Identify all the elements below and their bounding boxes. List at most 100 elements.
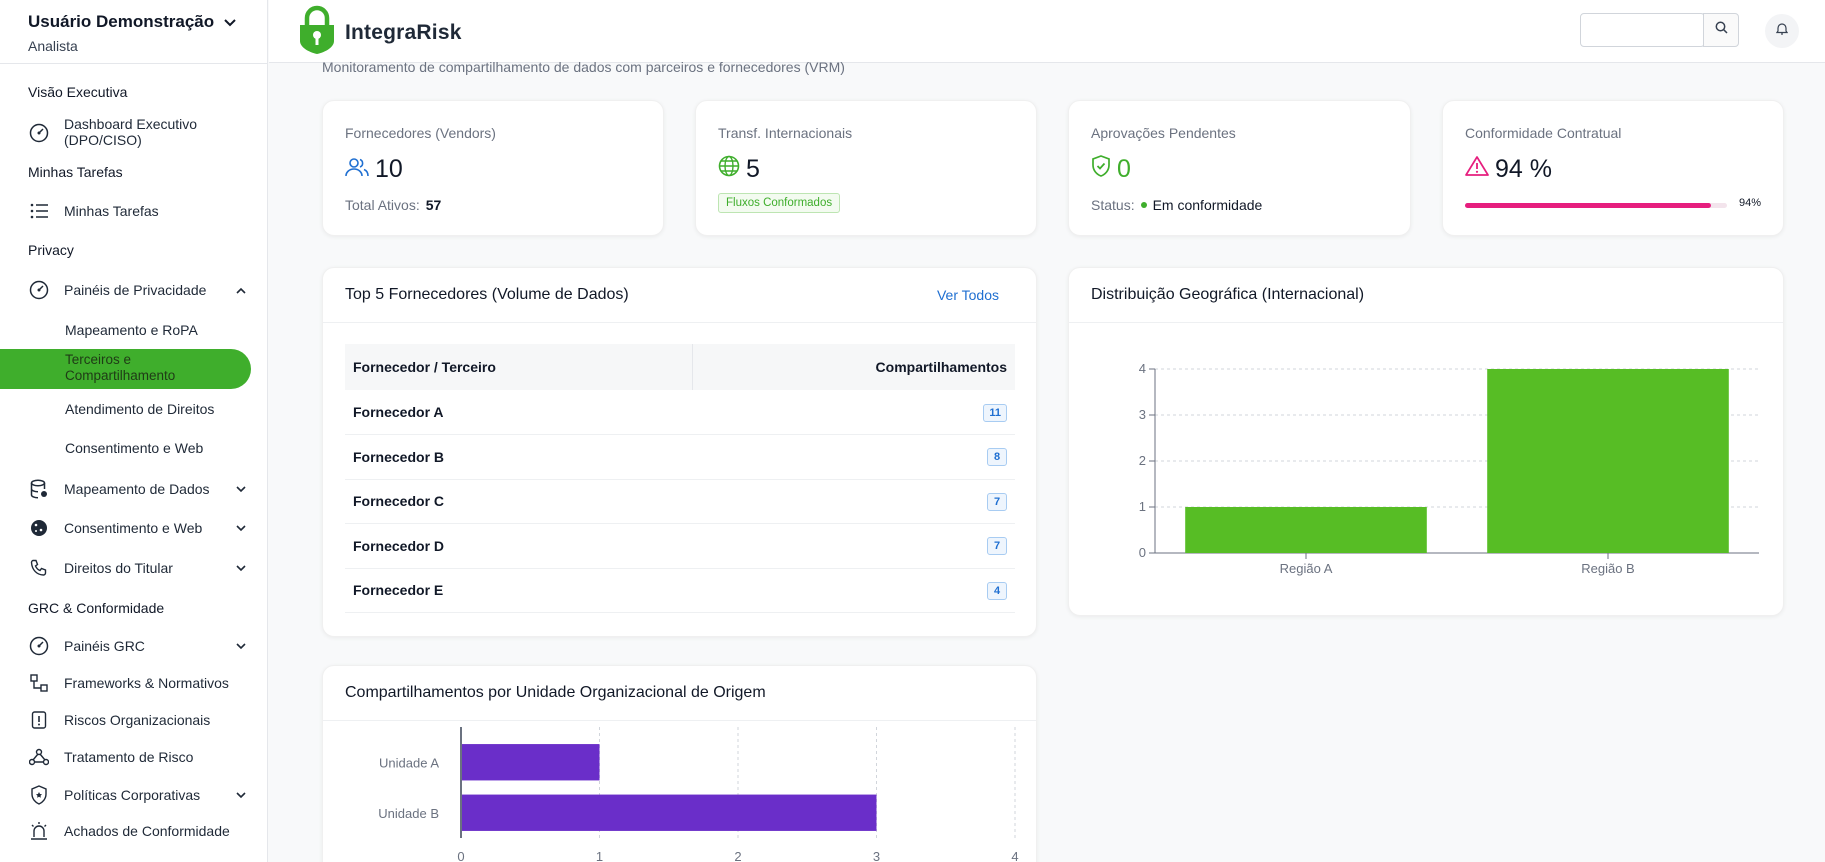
progress-fill bbox=[1465, 203, 1712, 208]
x-tick-label: 2 bbox=[734, 849, 741, 862]
notifications-button[interactable] bbox=[1765, 14, 1799, 48]
progress-label: 94% bbox=[1739, 197, 1762, 209]
user-role: Analista bbox=[28, 38, 78, 54]
gauge-icon bbox=[28, 635, 50, 657]
chevron-down-icon[interactable] bbox=[235, 562, 247, 574]
y-tick-label: 0 bbox=[1139, 545, 1146, 560]
y-tick-label: 4 bbox=[1139, 361, 1146, 376]
divider bbox=[1069, 322, 1783, 323]
x-tick-label: Região B bbox=[1581, 561, 1634, 576]
globe-icon bbox=[718, 155, 740, 184]
divider bbox=[323, 720, 1036, 721]
search-input[interactable] bbox=[1581, 14, 1701, 44]
sidebar-item-label: Direitos do Titular bbox=[64, 560, 173, 576]
kpi-label: Conformidade Contratual bbox=[1465, 125, 1622, 141]
bar bbox=[1487, 369, 1729, 553]
sidebar-item-label: Painéis GRC bbox=[64, 638, 145, 654]
column-header-vendor[interactable]: Fornecedor / Terceiro bbox=[345, 344, 693, 390]
geo-bar-chart: 0 1 2 3 4 Região A Região B bbox=[1139, 361, 1759, 576]
table-row[interactable]: Fornecedor C 7 bbox=[345, 479, 1015, 524]
kpi-foot-value: 57 bbox=[425, 197, 442, 213]
kpi-footer: Total Ativos: 57 bbox=[345, 197, 441, 213]
page-subtitle: Monitoramento de compartilhamento de dad… bbox=[322, 59, 845, 75]
bar bbox=[1185, 507, 1427, 553]
status-badge: Fluxos Conformados bbox=[718, 193, 841, 213]
gauge-icon bbox=[28, 279, 50, 301]
chevron-down-icon[interactable] bbox=[224, 12, 236, 32]
sidebar-item-tarefas[interactable]: Minhas Tarefas bbox=[28, 200, 247, 222]
nodes-icon bbox=[28, 746, 50, 768]
sidebar-item-tratamento[interactable]: Tratamento de Risco bbox=[28, 746, 247, 768]
sidebar-item-label: Achados de Conformidade bbox=[64, 823, 230, 839]
sidebar-item-dashboard[interactable]: Dashboard Executivo (DPO/CISO) bbox=[28, 116, 247, 148]
section-privacy: Privacy bbox=[28, 242, 74, 258]
count-badge: 11 bbox=[983, 403, 1007, 422]
kpi-card-approvals: Aprovações Pendentes 0 Status: Em confor… bbox=[1068, 100, 1411, 236]
search-box[interactable] bbox=[1580, 13, 1705, 47]
kpi-value-row: 10 bbox=[345, 155, 403, 184]
y-tick-label: Unidade A bbox=[379, 755, 439, 770]
users-icon bbox=[345, 155, 369, 184]
sidebar-subitem-consentimento[interactable]: Consentimento e Web bbox=[65, 440, 204, 456]
y-tick-label: 3 bbox=[1139, 407, 1146, 422]
app-name: IntegraRisk bbox=[345, 20, 462, 44]
cookie-icon bbox=[28, 517, 50, 539]
bar bbox=[462, 744, 600, 781]
user-name-text: Usuário Demonstração bbox=[28, 12, 215, 31]
section-grc: GRC & Conformidade bbox=[28, 600, 165, 616]
table-row[interactable]: Fornecedor B 8 bbox=[345, 434, 1015, 480]
table-row[interactable]: Fornecedor A 11 bbox=[345, 390, 1015, 435]
kpi-foot-value: Em conformidade bbox=[1152, 197, 1263, 213]
kpi-value: 5 bbox=[746, 155, 760, 183]
sidebar-active-highlight[interactable] bbox=[0, 349, 251, 389]
kpi-foot-label: Total Ativos: bbox=[345, 197, 420, 213]
chevron-down-icon[interactable] bbox=[235, 483, 247, 495]
search-icon bbox=[1715, 21, 1728, 39]
sidebar-item-label: Frameworks & Normativos bbox=[64, 675, 229, 691]
kpi-card-transfers: Transf. Internacionais 5 Fluxos Conforma… bbox=[695, 100, 1037, 236]
sidebar-item-achados[interactable]: Achados de Conformidade bbox=[28, 820, 247, 842]
sidebar-item-label: Mapeamento de Dados bbox=[64, 481, 210, 497]
x-tick-label: 0 bbox=[457, 849, 464, 862]
search-button[interactable] bbox=[1703, 13, 1739, 47]
table-row[interactable]: Fornecedor D 7 bbox=[345, 523, 1015, 569]
kpi-footer: Status: Em conformidade bbox=[1091, 197, 1262, 213]
sidebar-item-label: Riscos Organizacionais bbox=[64, 712, 211, 728]
status-dot bbox=[1140, 202, 1147, 208]
sidebar-item-direitos[interactable]: Direitos do Titular bbox=[28, 557, 247, 579]
user-name[interactable]: Usuário Demonstração bbox=[28, 12, 248, 32]
section-minhas-tarefas: Minhas Tarefas bbox=[28, 164, 123, 180]
sidebar-subitem-mapeamento-ropa[interactable]: Mapeamento e RoPA bbox=[65, 322, 198, 338]
chevron-up-icon[interactable] bbox=[235, 284, 247, 296]
app-logo[interactable]: IntegraRisk bbox=[297, 5, 462, 60]
view-all-link[interactable]: Ver Todos bbox=[936, 287, 999, 303]
sidebar-item-consentimento[interactable]: Consentimento e Web bbox=[28, 517, 247, 539]
chevron-down-icon[interactable] bbox=[235, 640, 247, 652]
user-menu[interactable]: Usuário Demonstração Analista bbox=[28, 12, 248, 54]
vendor-name: Fornecedor C bbox=[345, 479, 693, 524]
table-row[interactable]: Fornecedor E 4 bbox=[345, 568, 1015, 613]
kpi-value-row: 0 bbox=[1091, 155, 1131, 184]
sidebar-item-paineis-privacidade[interactable]: Painéis de Privacidade bbox=[28, 279, 247, 301]
sidebar-item-label: Dashboard Executivo (DPO/CISO) bbox=[64, 116, 198, 148]
kpi-value-row: 5 bbox=[718, 155, 760, 184]
y-tick-label: 2 bbox=[1139, 453, 1146, 468]
sidebar-item-paineis-grc[interactable]: Painéis GRC bbox=[28, 635, 247, 657]
chevron-down-icon[interactable] bbox=[235, 789, 247, 801]
chevron-down-icon[interactable] bbox=[235, 522, 247, 534]
count-badge: 7 bbox=[987, 492, 1007, 511]
sidebar-item-frameworks[interactable]: Frameworks & Normativos bbox=[28, 672, 247, 694]
lock-logo-icon bbox=[297, 5, 337, 60]
column-header-shares[interactable]: Compartilhamentos bbox=[691, 344, 1015, 390]
sidebar-subitem-atendimento[interactable]: Atendimento de Direitos bbox=[65, 401, 215, 417]
network-icon bbox=[28, 672, 50, 694]
kpi-label: Transf. Internacionais bbox=[718, 125, 853, 141]
kpi-label: Fornecedores (Vendors) bbox=[345, 125, 496, 141]
sidebar-item-mapeamento-dados[interactable]: Mapeamento de Dados bbox=[28, 478, 247, 500]
bell-icon bbox=[1775, 22, 1789, 40]
sidebar-item-politicas[interactable]: Políticas Corporativas bbox=[28, 784, 247, 806]
x-tick-label: Região A bbox=[1280, 561, 1333, 576]
sidebar-subitem-terceiros[interactable]: Terceiros e Compartilhamento bbox=[65, 352, 176, 383]
sidebar-item-label: Painéis de Privacidade bbox=[64, 282, 207, 298]
sidebar-item-riscos[interactable]: Riscos Organizacionais bbox=[28, 709, 247, 731]
